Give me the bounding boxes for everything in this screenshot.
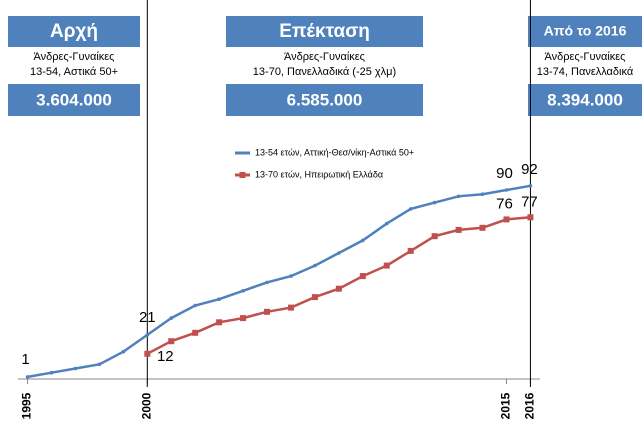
marker xyxy=(479,224,486,231)
marker xyxy=(25,375,30,379)
marker xyxy=(503,216,510,223)
panel-subtitle: Άνδρες-Γυναίκες xyxy=(34,51,115,63)
marker xyxy=(216,319,223,326)
panel-total: 8.394.000 xyxy=(547,90,623,109)
panel-subtitle: Άνδρες-Γυναίκες xyxy=(284,51,365,63)
marker xyxy=(144,350,151,357)
marker xyxy=(289,274,293,278)
marker xyxy=(240,315,247,322)
marker xyxy=(431,233,438,240)
marker xyxy=(408,207,413,211)
marker xyxy=(264,308,271,315)
panel-title: Από το 2016 xyxy=(544,23,627,39)
marker xyxy=(287,304,294,311)
data-label: 76 xyxy=(496,195,513,212)
panel-total: 6.585.000 xyxy=(287,90,363,109)
marker xyxy=(313,263,317,268)
marker xyxy=(359,273,366,280)
data-label: 1 xyxy=(21,351,29,368)
marker xyxy=(97,362,102,367)
marker xyxy=(455,226,462,233)
panel-title-box xyxy=(528,16,642,47)
marker xyxy=(311,294,318,301)
panel-subtitle: 13-70, Πανελλαδικά (-25 χλμ) xyxy=(253,66,396,78)
panel-total: 3.604.000 xyxy=(36,90,112,109)
panel-title: Αρχή xyxy=(50,21,98,42)
marker xyxy=(384,221,389,226)
marker xyxy=(504,188,509,192)
marker xyxy=(49,370,54,375)
marker xyxy=(193,303,197,308)
marker xyxy=(192,329,199,336)
marker xyxy=(528,184,533,188)
series-line xyxy=(27,184,531,379)
panel-total-box xyxy=(226,84,423,116)
x-tick-label: 2000 xyxy=(139,392,153,419)
marker xyxy=(265,280,269,285)
data-label: 90 xyxy=(496,165,513,182)
panel-total-box xyxy=(528,84,642,116)
marker xyxy=(432,200,437,205)
marker xyxy=(145,333,150,337)
panel-total-box xyxy=(8,84,140,116)
series-line xyxy=(146,216,531,355)
marker xyxy=(168,338,175,345)
marker xyxy=(241,289,245,293)
x-tick-label: 1995 xyxy=(20,392,34,419)
marker xyxy=(335,285,342,292)
legend-label: 13-70 ετών, Ηπειρωτική Ελλάδα xyxy=(255,169,383,179)
marker xyxy=(121,349,126,354)
marker xyxy=(169,316,174,320)
legend-label: 13-54 ετών, Αττική-Θεσ/νίκη-Αστικά 50+ xyxy=(255,147,414,157)
marker xyxy=(337,251,341,255)
panel-subtitle: 13-54, Αστικά 50+ xyxy=(30,66,118,78)
panel-subtitle: 13-74, Πανελλαδικά xyxy=(537,66,634,78)
marker xyxy=(527,214,534,221)
x-tick-label: 2015 xyxy=(499,392,513,419)
legend-marker xyxy=(239,172,246,178)
panel-subtitle: Άνδρες-Γυναίκες xyxy=(545,51,626,63)
marker xyxy=(480,192,485,196)
marker xyxy=(383,262,390,269)
x-tick-label: 2016 xyxy=(523,392,537,419)
marker xyxy=(73,366,78,371)
data-label: 92 xyxy=(521,161,538,178)
marker xyxy=(456,194,461,199)
marker xyxy=(217,297,221,302)
data-label: 12 xyxy=(157,348,174,365)
panel-title-box xyxy=(8,16,140,47)
panel-title: Επέκταση xyxy=(279,21,370,42)
data-label: 21 xyxy=(139,309,156,326)
panel-title-box xyxy=(226,16,423,47)
marker xyxy=(361,238,365,243)
data-label: 77 xyxy=(521,193,538,210)
marker xyxy=(407,247,414,254)
